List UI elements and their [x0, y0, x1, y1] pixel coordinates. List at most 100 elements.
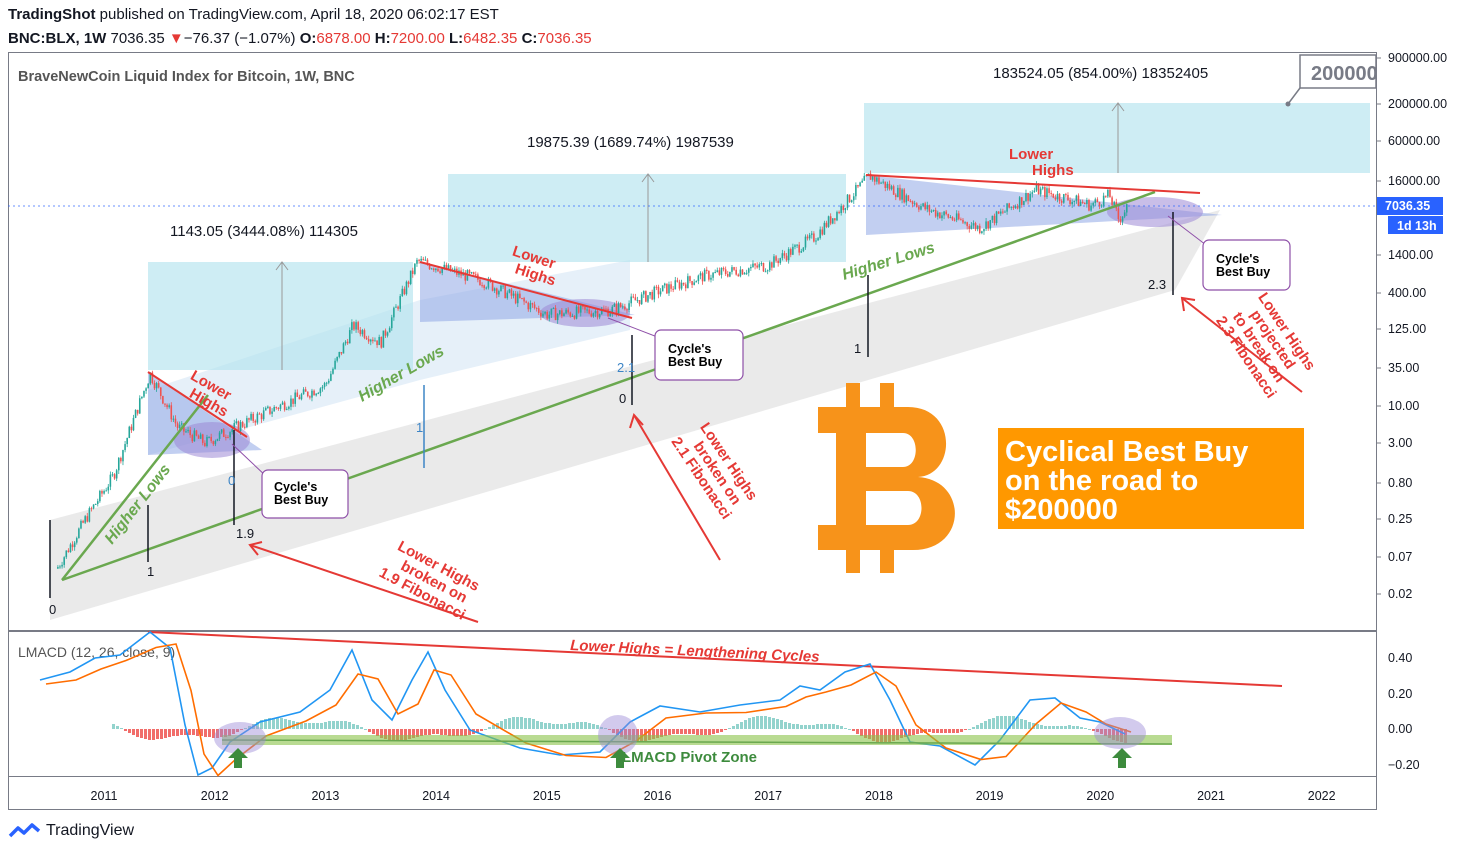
candle-body — [716, 270, 719, 273]
histogram-bar — [580, 722, 583, 729]
candle-body — [237, 421, 240, 432]
candle-body — [1016, 206, 1019, 209]
open-value: 6878.00 — [316, 30, 371, 47]
candle-body — [997, 211, 1000, 214]
candle-body — [424, 259, 427, 261]
candle-body — [220, 429, 223, 433]
candle-body — [120, 457, 122, 462]
candle-body — [500, 285, 502, 292]
candle-body — [827, 216, 830, 227]
time-tick-label: 2015 — [533, 789, 561, 803]
candle-body — [372, 339, 374, 342]
candle-body — [861, 180, 863, 183]
candle-body — [180, 423, 183, 425]
price-axis[interactable]: 900000.00 200000.00 60000.00 16000.00 1400.0… — [1376, 51, 1447, 601]
pivot-zone-band — [222, 735, 1172, 745]
candle-body — [567, 309, 569, 313]
high-label: H: — [374, 30, 391, 47]
histogram-bar — [1024, 720, 1027, 729]
candle-body — [842, 205, 845, 211]
candle-body — [655, 286, 658, 288]
histogram-bar — [452, 729, 455, 736]
candle-body — [741, 269, 744, 275]
candle-body — [544, 311, 546, 314]
candle-body — [204, 442, 206, 447]
histogram-bar — [748, 718, 751, 729]
candle-body — [762, 263, 765, 272]
histogram-bar — [912, 729, 915, 735]
candle-body — [374, 340, 376, 342]
candle-body — [737, 274, 740, 277]
candle-body — [939, 212, 941, 219]
candle-body — [834, 218, 836, 221]
candle-body — [926, 205, 929, 210]
histogram-bar — [504, 719, 507, 729]
candle-body — [918, 206, 920, 210]
candle-body — [840, 205, 842, 214]
histogram-bar — [368, 729, 371, 732]
candle-body — [170, 405, 173, 420]
time-tick-label: 2018 — [865, 789, 893, 803]
candle-body — [508, 289, 511, 293]
histogram-bar — [256, 722, 259, 729]
candle-body — [687, 276, 689, 289]
candle-body — [537, 308, 540, 313]
published-text: published on TradingView.com, April 18, … — [99, 6, 499, 23]
candle-body — [348, 330, 351, 344]
candle-body — [934, 209, 937, 217]
candle-body — [103, 490, 105, 494]
candle-body — [157, 383, 160, 388]
histogram-bar — [228, 729, 231, 736]
histogram-bar — [808, 725, 811, 729]
candle-body — [435, 268, 437, 271]
histogram-bar — [996, 716, 999, 729]
histogram-bar — [280, 718, 283, 729]
candle-body — [191, 435, 194, 442]
histogram-bar — [316, 723, 319, 729]
candle-body — [258, 413, 261, 415]
candle-body — [964, 222, 966, 224]
candle-body — [334, 360, 336, 369]
candle-body — [143, 390, 145, 397]
candle-body — [172, 418, 175, 420]
indicator-axis[interactable]: 0.40 0.20 0.00 −0.20 — [1388, 651, 1420, 772]
candle-body — [443, 264, 446, 269]
candle-body — [632, 296, 635, 298]
countdown-tag-text: 1d 13h — [1397, 219, 1437, 233]
best-buy-pointer-2 — [607, 317, 661, 339]
candle-body — [344, 341, 347, 344]
candle-body — [932, 209, 935, 211]
histogram-bar — [988, 719, 991, 729]
candle-body — [504, 285, 506, 299]
time-axis[interactable]: 2011 2012 2013 2014 2015 2016 2017 2018 2019 2020… — [91, 789, 1336, 803]
candle-body — [304, 389, 307, 392]
candle-body — [991, 215, 994, 221]
histogram-bar — [692, 729, 695, 734]
candle-body — [96, 501, 99, 504]
candle-body — [99, 490, 101, 502]
candle-body — [155, 383, 158, 389]
candle-body — [174, 418, 177, 424]
candle-body — [449, 265, 452, 272]
tradingview-footer[interactable]: TradingView — [8, 822, 134, 840]
histogram-bar — [492, 725, 495, 729]
candle-body — [264, 407, 267, 411]
pivot-zone-text: LMACD Pivot Zone — [622, 749, 757, 766]
candle-body — [661, 285, 664, 292]
candle-body — [781, 253, 784, 259]
candle-body — [407, 281, 410, 284]
candle-body — [636, 300, 639, 302]
fib21-arrowhead — [629, 413, 644, 429]
candle-body — [403, 288, 406, 295]
histogram-bar — [192, 729, 195, 735]
candle-body — [693, 282, 695, 285]
candle-body — [563, 313, 565, 317]
candle-body — [208, 436, 210, 438]
candle-body — [909, 200, 912, 202]
histogram-bar — [1088, 729, 1091, 730]
pivot-zone-line — [221, 739, 1173, 745]
histogram-bar — [168, 729, 171, 737]
histogram-bar — [932, 729, 935, 733]
histogram-bar — [140, 729, 143, 738]
